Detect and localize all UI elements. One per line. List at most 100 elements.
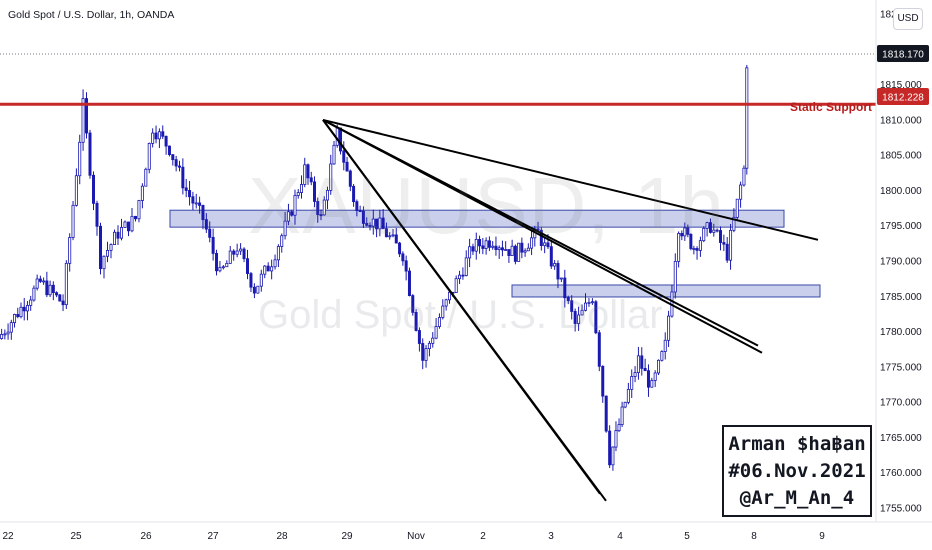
static-support-label: Static Support: [790, 100, 873, 114]
candle-body: [580, 309, 584, 316]
candle-body: [504, 249, 508, 251]
currency-button[interactable]: USD: [893, 8, 923, 30]
candle-body: [48, 284, 52, 296]
candle-body: [417, 330, 421, 344]
candle-body: [388, 235, 392, 238]
candle-body: [705, 222, 709, 229]
candle-body: [722, 242, 726, 245]
price-tick-label: 1760.000: [880, 468, 922, 479]
candle-body: [9, 322, 13, 333]
candle-body: [692, 248, 696, 250]
candle-body: [270, 266, 274, 272]
candle-body: [742, 167, 746, 186]
candle-body: [239, 248, 243, 252]
candle-body: [25, 305, 29, 312]
candle-body: [35, 278, 39, 289]
candle-body: [597, 332, 601, 367]
candle-body: [434, 326, 438, 339]
candle-body: [78, 141, 82, 177]
candle-body: [424, 348, 428, 361]
price-tick-label: 1765.000: [880, 433, 922, 444]
candle-body: [245, 258, 249, 274]
candle-body: [663, 339, 667, 352]
candle-body: [398, 242, 402, 255]
candle-body: [355, 201, 359, 211]
candle-body: [352, 185, 356, 203]
candle-body: [204, 219, 208, 230]
candle-body: [293, 195, 297, 216]
candle-body: [468, 246, 472, 259]
candles-layer: [0, 64, 749, 471]
candle-body: [322, 199, 326, 216]
candle-body: [242, 248, 246, 260]
candle-body: [411, 295, 415, 313]
candle-body: [0, 334, 4, 339]
price-tick-label: 1805.000: [880, 151, 922, 162]
candle-body: [404, 260, 408, 272]
candle-body: [633, 372, 637, 377]
candle-body: [556, 263, 560, 280]
candle-body: [133, 215, 137, 220]
candle-body: [646, 370, 650, 388]
candle-body: [594, 301, 598, 334]
time-tick-label: Nov: [407, 531, 425, 542]
candle-body: [276, 246, 280, 261]
candle-body: [587, 301, 591, 304]
trendline[interactable]: [322, 118, 819, 241]
signature-box: Arman $ha฿an #06.Nov.2021 @Ar_M_An_4: [722, 425, 872, 517]
price-tick-label: 1815.000: [880, 80, 922, 91]
candle-body: [667, 315, 671, 341]
candle-body: [381, 217, 385, 230]
trendline[interactable]: [322, 119, 601, 495]
candle-body: [640, 355, 644, 369]
candle-body: [732, 216, 736, 231]
price-tick-label: 1770.000: [880, 398, 922, 409]
candle-body: [491, 245, 495, 248]
candle-body: [494, 245, 498, 250]
candle-body: [51, 284, 55, 294]
candle-body: [71, 204, 75, 238]
candle-body: [348, 170, 352, 187]
time-tick-label: 22: [2, 531, 14, 542]
candle-body: [109, 244, 113, 251]
trendline[interactable]: [322, 119, 759, 347]
last-price-marker: [877, 45, 929, 62]
candle-body: [626, 388, 630, 403]
candle-body: [32, 287, 36, 301]
price-tick-label: 1810.000: [880, 115, 922, 126]
candle-body: [719, 230, 723, 243]
candle-body: [74, 175, 78, 206]
symbol-watermark: XAUUSD, 1h: [248, 161, 725, 250]
time-tick-label: 28: [276, 531, 288, 542]
candle-body: [45, 280, 49, 296]
candle-body: [137, 200, 141, 220]
candle-body: [539, 229, 543, 246]
candle-body: [290, 211, 294, 216]
candle-body: [650, 380, 654, 388]
candle-body: [167, 145, 171, 156]
candle-body: [225, 262, 229, 268]
candle-body: [523, 250, 527, 253]
candle-body: [22, 306, 26, 312]
candle-body: [120, 227, 124, 239]
time-axis[interactable]: 22 25 26 27 28 29 Nov 2 3 4 5 8 9: [2, 531, 825, 542]
candle-body: [608, 430, 612, 466]
price-axis[interactable]: 1755.000 1760.000 1765.000 1770.000 1775.000…: [880, 10, 922, 515]
candle-body: [378, 217, 382, 230]
candle-body: [263, 265, 267, 275]
candle-body: [38, 278, 42, 282]
candle-body: [636, 355, 640, 373]
candle-body: [553, 263, 557, 267]
candle-body: [342, 150, 346, 163]
time-tick-label: 3: [548, 531, 554, 542]
description-watermark: Gold Spot / U.S. Dollar: [258, 293, 663, 337]
candle-body: [698, 240, 702, 251]
candle-body: [584, 302, 588, 311]
candle-body: [484, 240, 488, 249]
candle-body: [161, 131, 165, 137]
candle-body: [19, 306, 23, 318]
candle-body: [283, 220, 287, 237]
candle-body: [61, 300, 65, 306]
candle-body: [99, 225, 103, 270]
